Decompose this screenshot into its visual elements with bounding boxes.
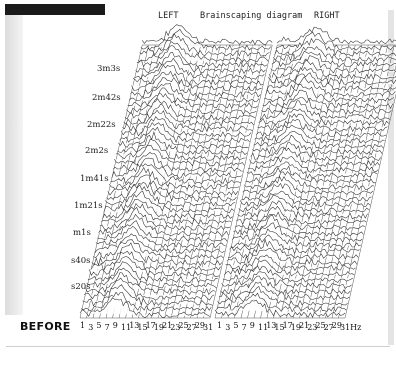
frequency-tick-label: 27	[323, 323, 334, 332]
frequency-tick-label: 21	[162, 321, 173, 330]
chart-title: Brainscaping diagram	[200, 11, 303, 21]
frequency-tick-label: 9	[112, 321, 118, 330]
before-label: BEFORE	[20, 320, 71, 333]
frequency-tick-label: 19	[153, 323, 164, 332]
frequency-grid-line	[203, 44, 266, 319]
spectral-trace	[263, 83, 395, 103]
spectral-trace	[249, 147, 380, 167]
frequency-tick-label: 29	[331, 321, 342, 330]
frequency-tick-label: 3	[225, 323, 231, 332]
spectral-trace	[115, 138, 246, 161]
frequency-tick-label: 9	[249, 321, 255, 330]
spectral-trace	[233, 214, 364, 237]
spectral-trace	[271, 50, 396, 68]
bottom-divider	[6, 346, 390, 347]
frequency-grid-line	[325, 44, 388, 319]
spectral-trace	[89, 256, 220, 277]
frequency-tick-label: 23	[170, 323, 181, 332]
spectral-trace	[114, 145, 245, 167]
frequency-tick-label: 17	[282, 321, 293, 330]
frequency-grid-line	[305, 44, 369, 319]
frequency-grid-line	[196, 44, 260, 319]
frequency-tick-label: 5	[96, 321, 102, 330]
frequency-tick-label: 19	[290, 323, 301, 332]
frequency-tick-label: 31	[203, 323, 214, 332]
left-shade-band	[5, 15, 23, 315]
frequency-grid-line	[183, 44, 247, 319]
frequency-tick-label: 7	[104, 323, 110, 332]
spectral-trace	[214, 299, 346, 318]
right-shade-band	[388, 10, 394, 345]
spectral-trace	[267, 66, 396, 86]
time-label: 1m21s	[74, 201, 103, 211]
frequency-tick-label: 25	[315, 321, 326, 330]
time-label: 2m22s	[87, 120, 116, 130]
spectral-trace	[141, 24, 273, 46]
frequency-grid-line	[170, 44, 234, 319]
spectral-trace	[132, 64, 264, 86]
frequency-tick-label: 15	[137, 323, 148, 332]
spectral-trace	[85, 272, 216, 295]
frequency-tick-label: 29	[194, 321, 205, 330]
spectral-trace	[79, 297, 211, 319]
frequency-tick-label: 21	[299, 321, 310, 330]
frequency-tick-label: 1	[80, 321, 86, 330]
frequency-tick-label: 1	[217, 321, 223, 330]
spectral-trace	[221, 271, 352, 289]
spectral-trace	[120, 116, 252, 138]
frequency-tick-label: 11	[121, 323, 132, 332]
spectral-trace	[273, 46, 396, 62]
frequency-tick-label: 17	[145, 321, 156, 330]
frequency-tick-label: 15	[274, 323, 285, 332]
spectral-trace	[237, 200, 368, 220]
time-label: s20s	[71, 282, 91, 292]
time-label: 2m2s	[85, 146, 109, 156]
time-label: s40s	[71, 256, 91, 266]
right-panel-label: RIGHT	[314, 11, 340, 21]
time-label: m1s	[73, 228, 91, 238]
frequency-tick-label: 13	[266, 321, 277, 330]
frequency-tick-label: 11	[258, 323, 269, 332]
spectral-trace	[246, 161, 377, 179]
time-label: 2m42s	[92, 93, 121, 103]
frequency-grid-line	[344, 93, 396, 319]
spectral-trace	[239, 190, 371, 208]
spectral-trace	[225, 254, 356, 272]
top-shade-bar	[5, 4, 105, 15]
frequency-tick-label: 23	[307, 323, 318, 332]
spectral-trace	[248, 155, 379, 173]
time-label: 3m3s	[97, 64, 121, 74]
frequency-tick-label: 5	[233, 321, 239, 330]
time-label: 1m41s	[80, 174, 109, 184]
frequency-tick-label: 27	[186, 323, 197, 332]
frequency-tick-label: 13	[129, 321, 140, 330]
frequency-tick-label: 7	[241, 323, 247, 332]
left-panel-label: LEFT	[158, 11, 179, 21]
frequency-tick-label: 31Hz	[340, 323, 362, 332]
frequency-grid-line	[190, 44, 253, 319]
frequency-grid-line	[209, 44, 273, 319]
frequency-tick-label: 25	[178, 321, 189, 330]
spectral-trace	[243, 171, 375, 191]
spectral-trace	[105, 184, 236, 208]
frequency-tick-label: 3	[88, 323, 94, 332]
spectral-trace	[277, 26, 396, 45]
